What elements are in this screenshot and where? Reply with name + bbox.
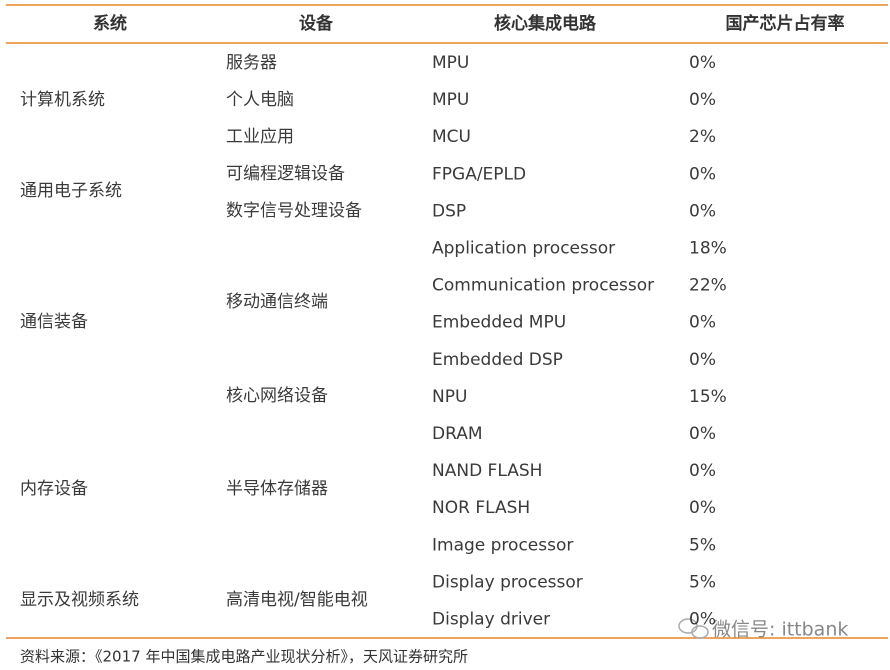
circuit-cell: MCU [432,127,471,147]
rate-cell: 15% [689,387,727,407]
device-cell: 服务器 [226,53,277,73]
header-cell: 系统 [93,13,127,34]
circuit-cell: Embedded DSP [432,350,563,370]
device-cell: 个人电脑 [226,90,294,110]
circuit-cell: NPU [432,387,467,407]
system-cell: 通信装备 [20,312,88,332]
rate-cell: 0% [689,461,716,481]
rate-cell: 0% [689,313,716,333]
rate-cell: 5% [689,535,716,555]
circuit-cell: DRAM [432,424,483,444]
circuit-cell: NAND FLASH [432,461,542,481]
circuit-cell: Embedded MPU [432,313,566,333]
circuit-cell: Image processor [432,535,573,555]
circuit-cell: MPU [432,90,469,110]
circuit-cell: Application processor [432,239,615,259]
rate-cell: 0% [689,90,716,110]
device-cell: 可编程逻辑设备 [226,164,345,184]
device-cell: 数字信号处理设备 [226,201,362,221]
rate-cell: 0% [689,424,716,444]
device-cell: 工业应用 [226,127,294,147]
system-cell: 通用电子系统 [20,181,122,201]
rate-cell: 0% [689,498,716,518]
circuit-cell: FPGA/EPLD [432,164,526,184]
circuit-cell: MPU [432,53,469,73]
device-cell: 移动通信终端 [226,292,328,312]
rate-cell: 0% [689,610,716,630]
header-cell: 国产芯片占有率 [726,13,845,34]
rate-cell: 0% [689,164,716,184]
device-cell: 高清电视/智能电视 [226,590,368,610]
rate-cell: 0% [689,53,716,73]
circuit-cell: Communication processor [432,276,654,296]
device-cell: 核心网络设备 [226,386,328,406]
circuit-cell: Display driver [432,610,550,630]
circuit-cell: DSP [432,201,466,221]
system-cell: 显示及视频系统 [20,590,139,610]
watermark: 微信号: ittbank [712,619,848,641]
circuit-cell: Display processor [432,572,583,592]
rate-cell: 0% [689,201,716,221]
rate-cell: 0% [689,350,716,370]
rate-cell: 18% [689,239,727,259]
system-cell: 内存设备 [20,479,88,499]
rate-cell: 22% [689,276,727,296]
watermark-icon [678,618,709,639]
circuit-cell: NOR FLASH [432,498,530,518]
device-cell: 半导体存储器 [226,479,328,499]
source-note: 资料来源：《2017 年中国集成电路产业现状分析》，天风证券研究所 [20,648,468,666]
rate-cell: 5% [689,572,716,592]
rate-cell: 2% [689,127,716,147]
header-cell: 设备 [299,13,334,34]
header-cell: 核心集成电路 [494,13,597,34]
system-cell: 计算机系统 [20,90,105,110]
